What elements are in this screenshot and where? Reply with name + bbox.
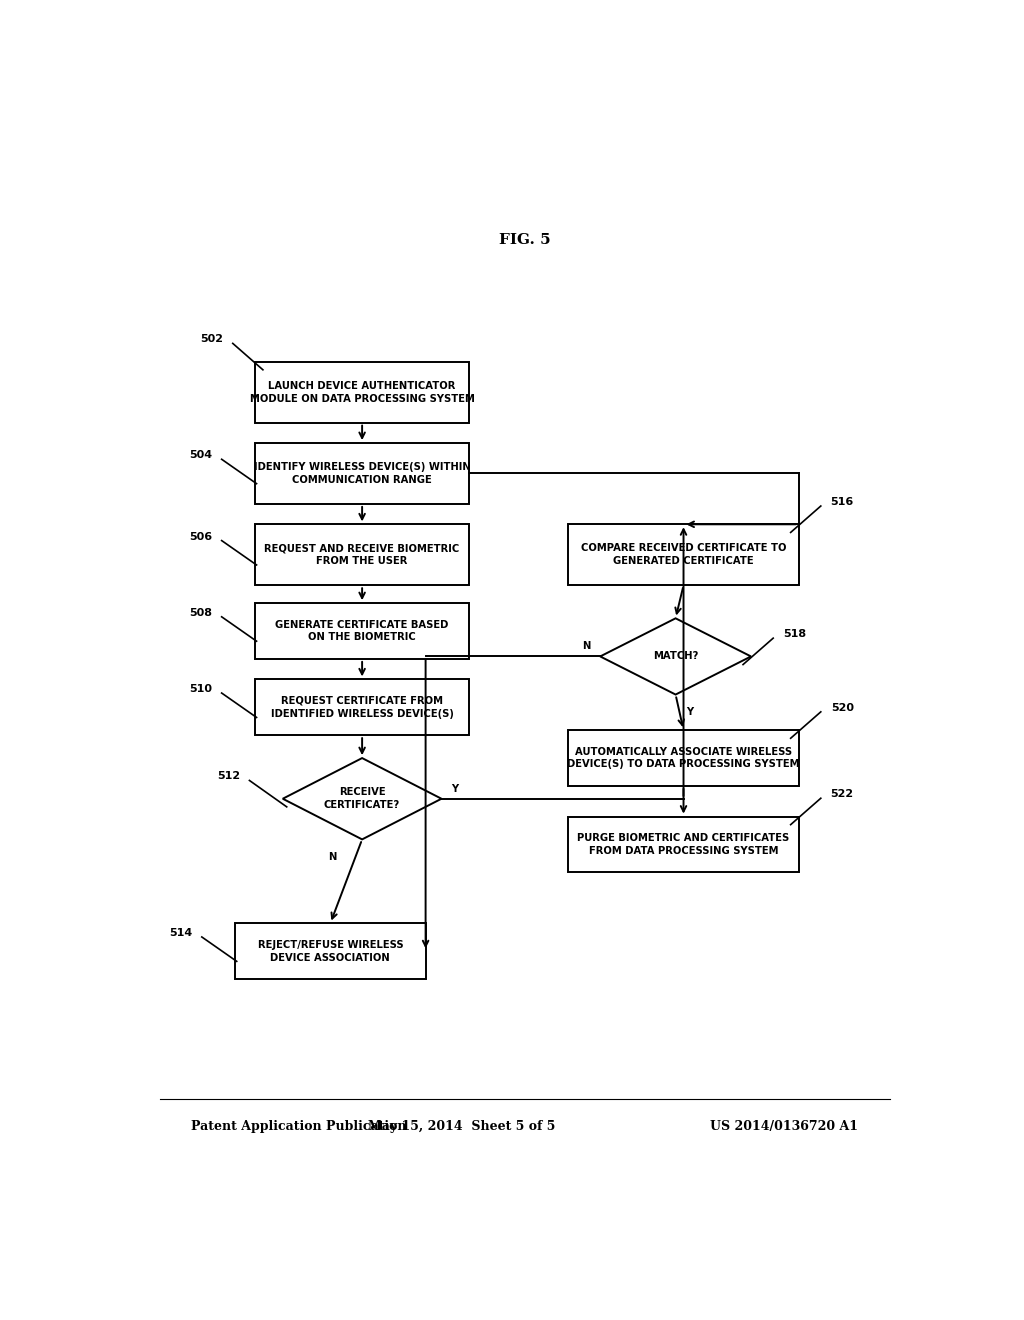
Text: Y: Y [686, 706, 693, 717]
Text: Patent Application Publication: Patent Application Publication [191, 1119, 407, 1133]
Text: COMPARE RECEIVED CERTIFICATE TO
GENERATED CERTIFICATE: COMPARE RECEIVED CERTIFICATE TO GENERATE… [581, 544, 786, 566]
Text: 516: 516 [830, 496, 854, 507]
Text: 510: 510 [189, 684, 213, 694]
Text: GENERATE CERTIFICATE BASED
ON THE BIOMETRIC: GENERATE CERTIFICATE BASED ON THE BIOMET… [275, 619, 449, 643]
Text: 512: 512 [217, 771, 241, 781]
Text: 518: 518 [783, 630, 806, 639]
Text: 522: 522 [830, 789, 854, 799]
Text: PURGE BIOMETRIC AND CERTIFICATES
FROM DATA PROCESSING SYSTEM: PURGE BIOMETRIC AND CERTIFICATES FROM DA… [578, 833, 790, 855]
Text: 508: 508 [189, 607, 213, 618]
Bar [255, 444, 469, 504]
Polygon shape [600, 618, 751, 694]
Text: Y: Y [451, 784, 458, 793]
Bar [236, 923, 426, 979]
Text: FIG. 5: FIG. 5 [499, 232, 551, 247]
Text: 514: 514 [170, 928, 193, 939]
Text: AUTOMATICALLY ASSOCIATE WIRELESS
DEVICE(S) TO DATA PROCESSING SYSTEM: AUTOMATICALLY ASSOCIATE WIRELESS DEVICE(… [567, 747, 800, 770]
Text: RECEIVE
CERTIFICATE?: RECEIVE CERTIFICATE? [324, 787, 400, 810]
Text: REQUEST CERTIFICATE FROM
IDENTIFIED WIRELESS DEVICE(S): REQUEST CERTIFICATE FROM IDENTIFIED WIRE… [270, 696, 454, 718]
Text: LAUNCH DEVICE AUTHENTICATOR
MODULE ON DATA PROCESSING SYSTEM: LAUNCH DEVICE AUTHENTICATOR MODULE ON DA… [250, 380, 474, 404]
Bar [255, 524, 469, 585]
Text: US 2014/0136720 A1: US 2014/0136720 A1 [710, 1119, 858, 1133]
Bar [255, 362, 469, 422]
Text: 504: 504 [189, 450, 213, 461]
Text: REQUEST AND RECEIVE BIOMETRIC
FROM THE USER: REQUEST AND RECEIVE BIOMETRIC FROM THE U… [264, 544, 460, 566]
Text: May 15, 2014  Sheet 5 of 5: May 15, 2014 Sheet 5 of 5 [368, 1119, 555, 1133]
Text: N: N [583, 642, 591, 651]
Text: REJECT/REFUSE WIRELESS
DEVICE ASSOCIATION: REJECT/REFUSE WIRELESS DEVICE ASSOCIATIO… [258, 940, 403, 962]
Bar [568, 817, 799, 873]
Text: MATCH?: MATCH? [653, 652, 698, 661]
Text: 506: 506 [189, 532, 213, 541]
Bar [568, 524, 799, 585]
Bar [255, 680, 469, 735]
Bar [568, 730, 799, 785]
Text: IDENTIFY WIRELESS DEVICE(S) WITHIN
COMMUNICATION RANGE: IDENTIFY WIRELESS DEVICE(S) WITHIN COMMU… [254, 462, 470, 484]
Bar [255, 603, 469, 659]
Text: N: N [328, 851, 336, 862]
Text: 520: 520 [830, 702, 854, 713]
Text: 502: 502 [200, 334, 223, 345]
Polygon shape [283, 758, 441, 840]
